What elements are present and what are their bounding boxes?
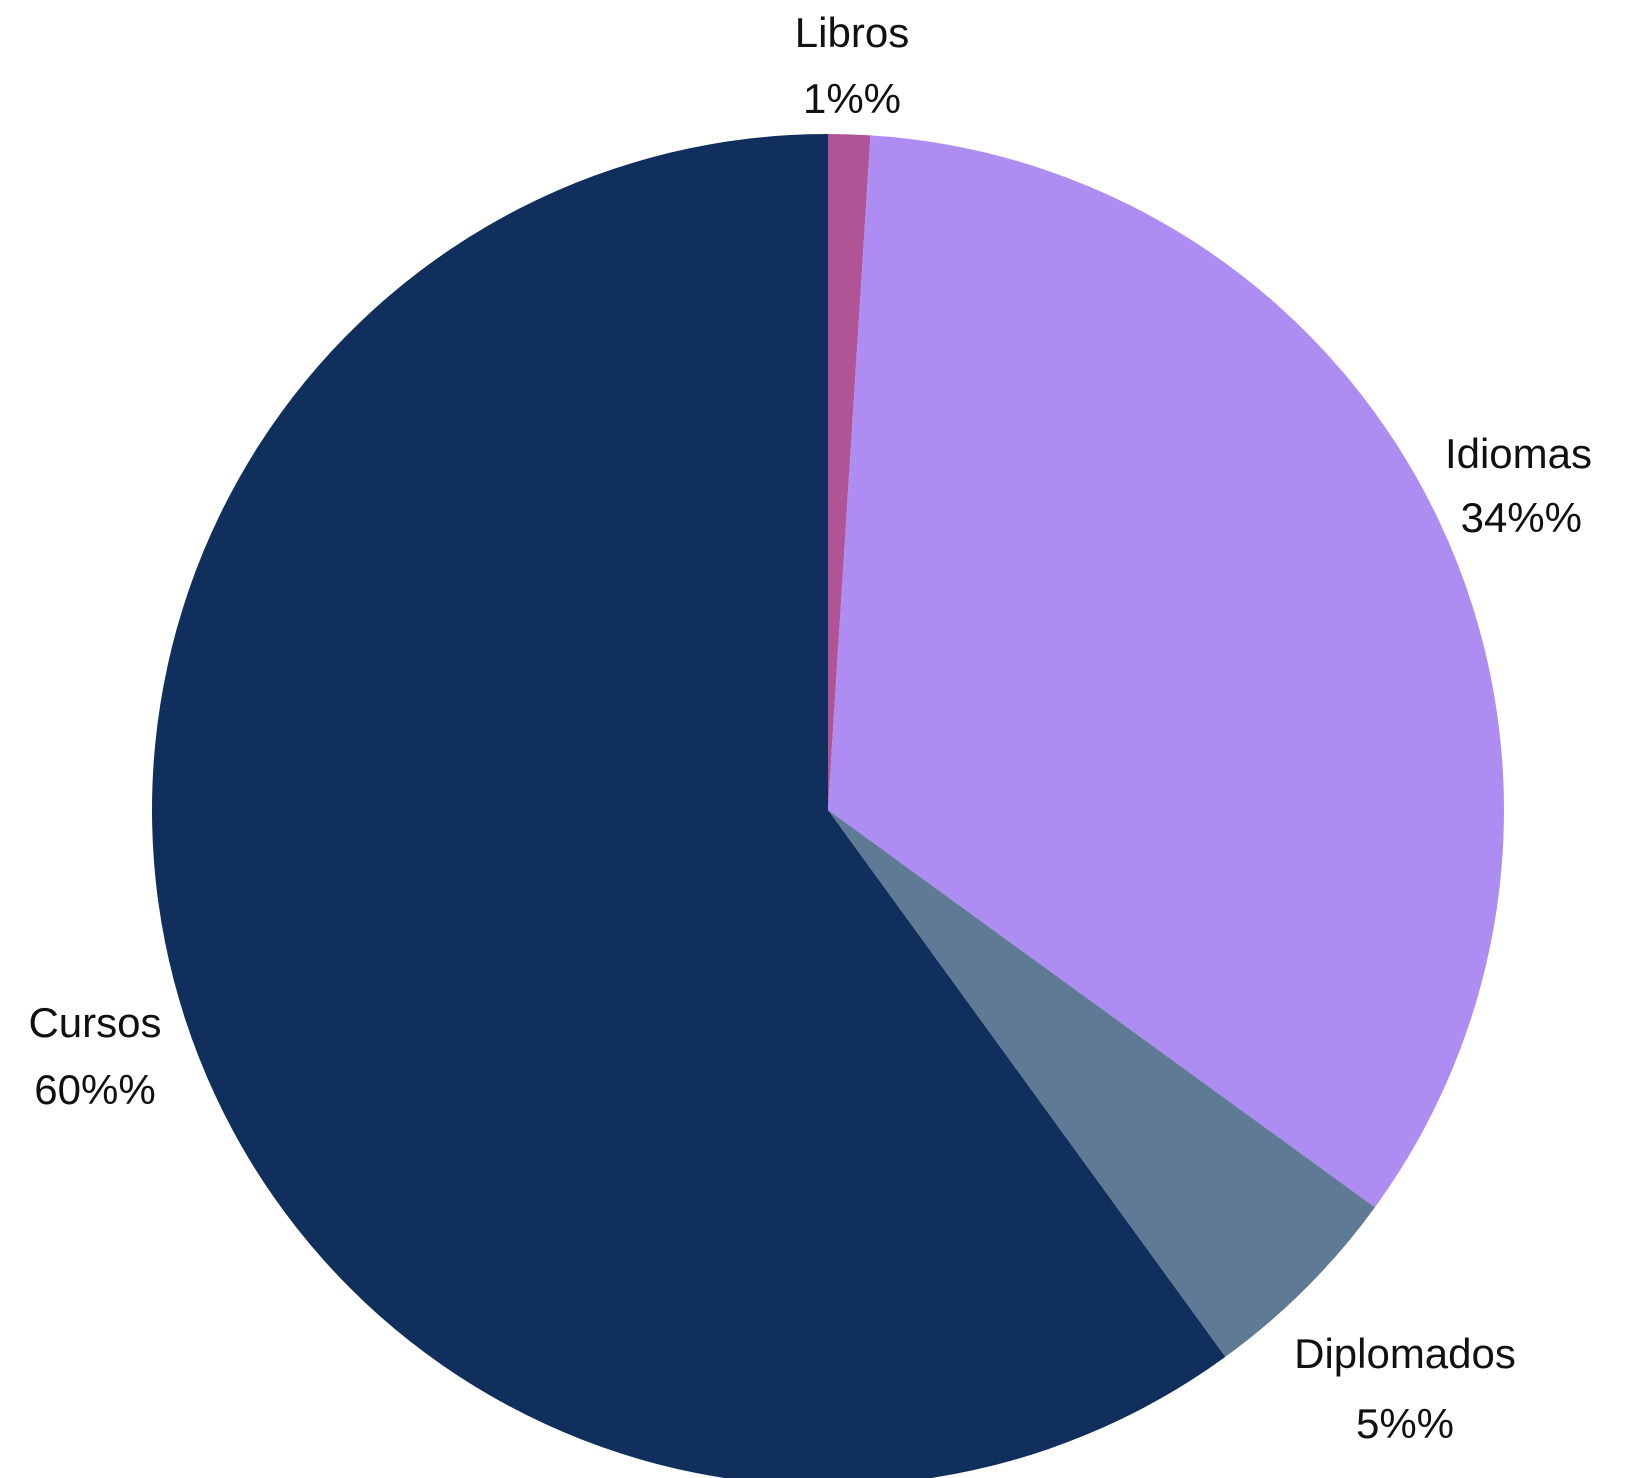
pie-slice-cursos [152,134,1226,1478]
pie-slice-libros [828,134,871,810]
slice-label-libros: Libros [795,9,909,56]
slice-value-libros: 1%% [803,75,901,122]
slice-label-diplomados: Diplomados [1294,1330,1516,1377]
pie-slice-diplomados [828,810,1375,1357]
slice-label-cursos: Cursos [28,999,161,1046]
slice-value-idiomas: 34%% [1461,494,1582,541]
slice-label-idiomas: Idiomas [1445,430,1592,477]
pie-slices [152,134,1504,1478]
slice-value-diplomados: 5%% [1356,1400,1454,1447]
slice-value-cursos: 60%% [34,1066,155,1113]
pie-labels: Libros 1%% Idiomas 34%% Diplomados 5%% C… [28,9,1592,1447]
pie-slice-idiomas [828,135,1504,1208]
